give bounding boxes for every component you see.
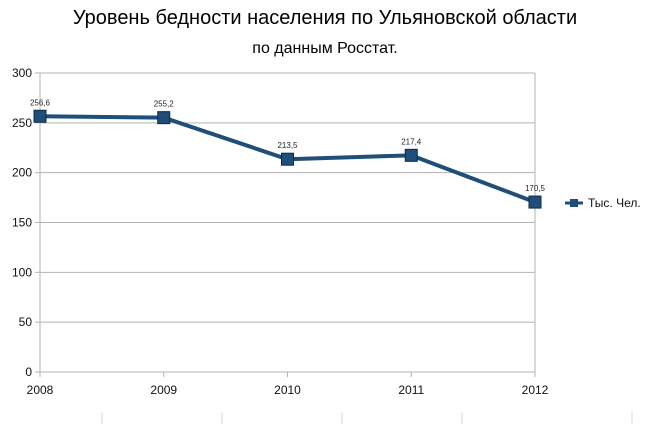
legend-marker — [570, 199, 578, 207]
y-tick-label: 250 — [12, 116, 32, 130]
y-tick-label: 100 — [12, 265, 32, 279]
legend-label: Тыс. Чел. — [588, 196, 641, 210]
x-tick-label: 2010 — [274, 383, 301, 397]
data-point — [281, 152, 294, 166]
chart-subtitle: по данным Росстат. — [252, 40, 397, 57]
x-tick-label: 2012 — [522, 383, 549, 397]
x-tick-label: 2009 — [150, 383, 177, 397]
data-label: 255,2 — [154, 100, 175, 109]
data-label: 256,6 — [30, 98, 51, 107]
x-tick-label: 2008 — [27, 383, 54, 397]
y-tick-label: 0 — [25, 365, 32, 379]
plot-area: 0 50 100 150 200 250 300 2008 2009 2010 2011 2012 25… — [12, 66, 633, 424]
y-tick-label: 150 — [12, 216, 32, 230]
data-point — [33, 109, 47, 123]
x-tick-label: 2011 — [398, 383, 424, 397]
data-label: 213,5 — [277, 141, 298, 150]
chart-title: Уровень бедности населения по Ульяновско… — [73, 7, 577, 29]
data-label: 217,4 — [401, 137, 422, 146]
data-point — [404, 148, 418, 162]
y-tick-label: 300 — [12, 66, 32, 80]
y-tick-label: 200 — [12, 166, 32, 180]
data-label: 170,5 — [525, 184, 546, 193]
y-tick-label: 50 — [19, 315, 33, 329]
legend: Тыс. Чел. — [565, 196, 641, 210]
data-point — [528, 195, 542, 209]
data-point — [157, 111, 171, 125]
